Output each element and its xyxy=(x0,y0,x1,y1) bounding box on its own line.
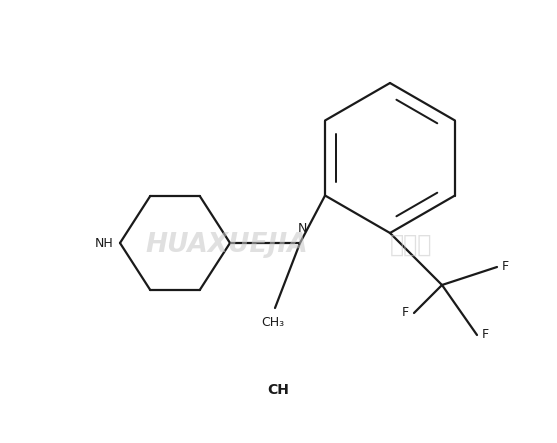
Text: CH: CH xyxy=(267,383,289,397)
Text: HUAXUEJIA: HUAXUEJIA xyxy=(145,232,307,258)
Text: CH₃: CH₃ xyxy=(261,316,285,329)
Text: NH: NH xyxy=(95,237,114,249)
Text: N: N xyxy=(297,222,307,235)
Text: 化学加: 化学加 xyxy=(390,233,432,257)
Text: F: F xyxy=(482,329,489,342)
Text: F: F xyxy=(402,307,409,319)
Text: F: F xyxy=(502,260,509,273)
